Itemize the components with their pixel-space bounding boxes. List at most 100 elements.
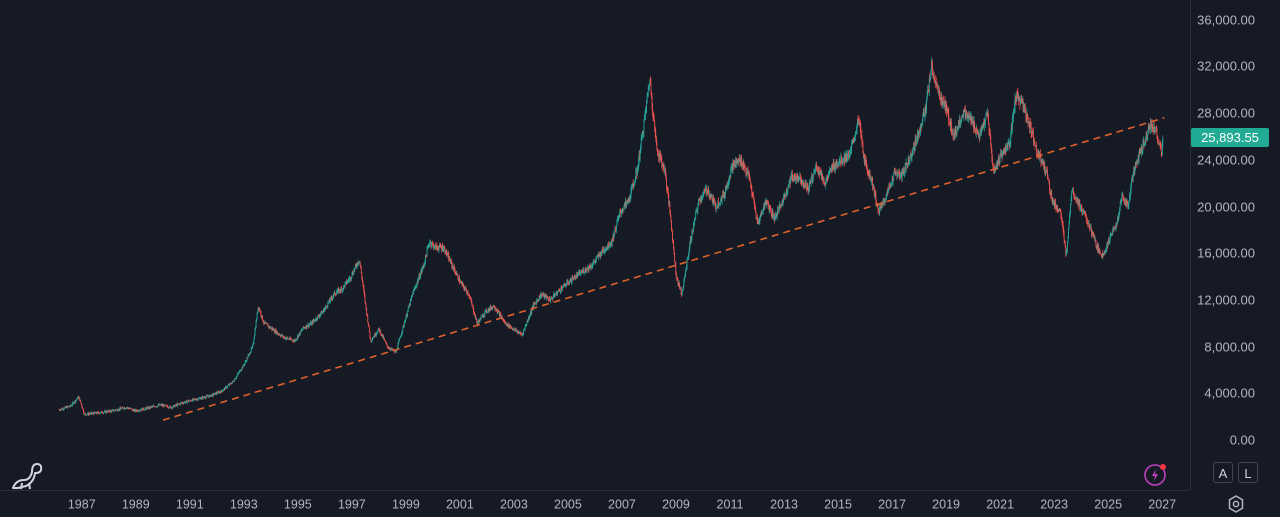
candle-body	[172, 405, 174, 408]
candle-body	[635, 171, 637, 180]
candle-body	[1159, 143, 1161, 146]
candle-body	[264, 321, 266, 324]
candle-body	[392, 348, 393, 350]
candle-body	[986, 113, 987, 115]
candle-body	[725, 189, 727, 190]
candle-body	[223, 388, 225, 390]
candle-body	[1146, 135, 1148, 140]
candle-body	[350, 278, 352, 280]
candle-body	[480, 316, 482, 320]
candle-body	[394, 351, 396, 352]
gear-icon[interactable]	[1226, 494, 1246, 514]
candle-body	[294, 340, 296, 342]
candle-body	[782, 202, 784, 204]
candle-body	[959, 118, 960, 124]
candle-body	[921, 120, 923, 124]
candle-body	[458, 277, 460, 281]
candle-body	[585, 268, 587, 271]
candle-body	[1056, 205, 1058, 210]
candle-body	[931, 62, 933, 66]
candle-body	[617, 219, 618, 222]
candle-body	[145, 407, 146, 409]
candle-body	[703, 190, 705, 192]
candle-body	[1159, 143, 1161, 145]
candle-body	[154, 406, 156, 408]
candle-body	[997, 157, 999, 161]
candle-body	[244, 363, 246, 366]
candle-body	[859, 124, 861, 127]
candle-body	[912, 148, 914, 152]
candle-body	[1069, 211, 1071, 215]
candle-body	[240, 370, 242, 372]
candle-body	[894, 171, 896, 173]
candle-body	[712, 198, 713, 203]
candle-body	[990, 138, 992, 146]
candle-body	[964, 110, 966, 112]
candle-body	[489, 306, 491, 310]
candle-body	[137, 410, 138, 412]
candle-body	[395, 351, 397, 353]
candle-body	[734, 162, 736, 166]
candle-body	[1015, 98, 1017, 100]
log-scale-button[interactable]: L	[1238, 462, 1258, 483]
candle-body	[331, 297, 333, 299]
candle-body	[654, 120, 656, 130]
candle-body	[1149, 128, 1151, 130]
candle-body	[727, 184, 729, 186]
candle-body	[789, 178, 790, 184]
candle-body	[890, 185, 892, 186]
candle-body	[474, 313, 475, 316]
candle-body	[541, 293, 542, 297]
candle-body	[789, 178, 791, 184]
candle-body	[421, 268, 423, 272]
candle-body	[121, 408, 123, 410]
tradingview-dino-icon[interactable]	[10, 458, 44, 490]
candle-body	[380, 334, 382, 335]
candle-body	[354, 267, 356, 271]
candle-body	[584, 268, 586, 272]
candle-body	[1002, 151, 1004, 157]
time-axis-label: 2025	[1094, 497, 1122, 511]
candle-body	[74, 400, 76, 402]
candle-body	[566, 282, 568, 285]
candle-body	[935, 82, 937, 84]
candle-body	[528, 317, 530, 319]
candle-body	[357, 262, 359, 264]
candle-body	[1097, 244, 1098, 251]
candle-body	[263, 321, 265, 324]
candle-body	[589, 267, 591, 269]
candle-body	[538, 295, 540, 301]
candle-body	[585, 270, 587, 272]
candle-body	[373, 336, 375, 338]
candle-body	[462, 283, 464, 286]
time-axis-label: 1989	[122, 497, 150, 511]
time-axis[interactable]: 1987 1989 1991 1993 1995 1997 1999 2001 2003 2005…	[0, 490, 1190, 517]
candle-body	[799, 174, 801, 183]
candle-body	[275, 329, 276, 333]
candle-body	[1150, 121, 1151, 130]
candle-body	[1053, 201, 1055, 203]
price-chart[interactable]	[0, 0, 1190, 490]
candle-body	[976, 127, 978, 132]
candle-body	[1076, 198, 1078, 201]
lightning-bolt-icon[interactable]	[1143, 462, 1169, 488]
candle-body	[1131, 178, 1133, 182]
candle-body	[943, 100, 945, 103]
candle-body	[687, 256, 689, 259]
candle-body	[1067, 237, 1069, 243]
candle-body	[289, 339, 290, 340]
candle-body	[1003, 150, 1005, 153]
candle-body	[495, 309, 497, 311]
trend-line[interactable]	[162, 117, 1165, 421]
candle-body	[110, 410, 111, 413]
candle-body	[776, 214, 778, 217]
candle-body	[803, 181, 804, 187]
auto-scale-button[interactable]: A	[1213, 462, 1233, 483]
candle-body	[862, 143, 864, 153]
candle-body	[644, 114, 646, 117]
candle-body	[918, 131, 919, 138]
candle-body	[1156, 128, 1158, 137]
candle-body	[600, 253, 602, 256]
price-axis[interactable]: 36,000.00 32,000.00 28,000.00 24,000.00 20,0…	[1190, 0, 1280, 490]
candle-body	[1050, 193, 1052, 195]
